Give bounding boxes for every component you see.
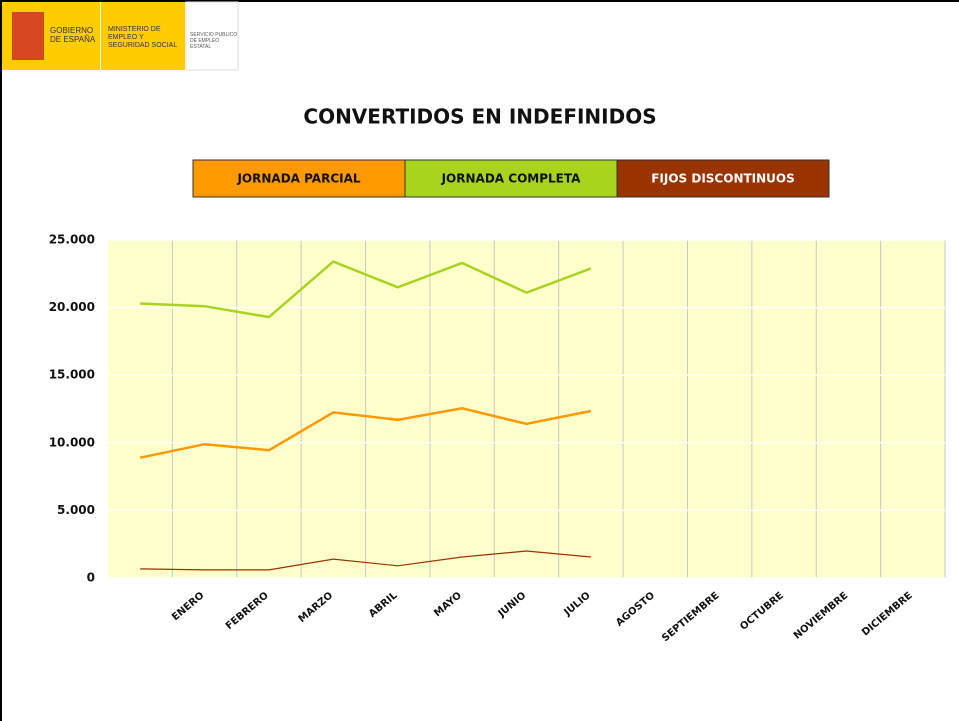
legend-swatch	[616, 159, 830, 198]
x-tick-label: MARZO	[297, 590, 336, 625]
x-tick-label: MAYO	[432, 590, 464, 619]
y-tick-label: 25.000	[49, 233, 95, 247]
legend-label: FIJOS DISCONTINUOS	[651, 172, 795, 186]
y-tick-label: 0	[87, 571, 95, 585]
x-tick-label: JUNIO	[496, 590, 529, 620]
legend-label: JORNADA COMPLETA	[441, 172, 582, 186]
y-tick-label: 15.000	[49, 368, 95, 382]
x-tick-label: FEBRERO	[224, 590, 271, 632]
series-line	[140, 260, 592, 319]
series-line	[140, 550, 591, 571]
chart-title: CONVERTIDOS EN INDEFINIDOS	[303, 105, 656, 129]
x-tick-label: JULIO	[562, 590, 593, 619]
y-tick-label: 20.000	[49, 300, 95, 314]
series-line	[139, 407, 592, 459]
logo-text: SERVICIO PÚBLICO DE EMPLEO ESTATAL	[190, 32, 238, 50]
x-tick-label: SEPTIEMBRE	[660, 590, 721, 644]
y-tick-label: 10.000	[49, 435, 95, 449]
x-tick-label: ENERO	[170, 590, 206, 623]
coat-of-arms	[12, 12, 44, 60]
logo-ministry	[101, 2, 185, 70]
logo-text: MINISTERIO DE EMPLEO Y SEGURIDAD SOCIAL	[108, 26, 178, 49]
plot-area	[108, 240, 945, 578]
logo-service	[185, 1, 239, 71]
x-tick-label: DICIEMBRE	[860, 590, 915, 638]
legend-label: JORNADA PARCIAL	[236, 172, 360, 186]
x-tick-label: AGOSTO	[614, 590, 657, 629]
logo-text: GOBIERNO DE ESPAÑA	[50, 26, 96, 44]
x-tick-label: NOVIEMBRE	[792, 590, 851, 642]
x-tick-label: OCTUBRE	[738, 590, 786, 633]
y-tick-label: 5.000	[57, 503, 95, 517]
x-tick-label: ABRIL	[367, 590, 400, 620]
